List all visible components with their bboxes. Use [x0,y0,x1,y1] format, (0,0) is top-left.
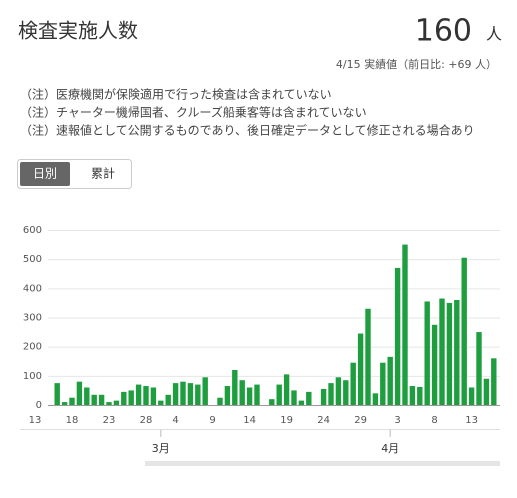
y-tick-label: 200 [23,342,42,353]
bar [195,384,201,405]
bar [402,244,408,405]
bar [350,362,356,405]
bar [387,356,393,405]
bar [306,391,312,405]
bar [187,383,194,405]
bar [431,324,438,405]
bar [91,394,97,405]
note: （注）速報値として公開するものであり、後日確定データとして修正される場合あり [20,123,475,138]
bar [380,362,386,405]
y-tick-label: 300 [23,313,42,324]
bar [180,381,186,405]
note: （注）チャーター機帰国者、クルーズ船乗客等は含まれていない [20,105,367,120]
bar [372,393,379,405]
bar [254,384,260,405]
bar [298,400,305,405]
x-tick-label: 13 [465,415,478,426]
tab-active[interactable] [20,162,70,186]
x-tick-label: 8 [431,415,437,426]
bar [476,332,482,405]
bar [172,383,179,405]
title: 検査実施人数 [18,19,138,43]
x-tick-label: 9 [209,415,215,426]
note: （注）医療機関が保険適用で行った検査は含まれていない [20,87,332,102]
bar [269,399,275,405]
bar [454,300,460,405]
bar [417,386,423,405]
month-label: 4月 [381,442,399,455]
x-tick-label: 19 [280,415,293,426]
bar [165,394,171,405]
bar [84,387,90,405]
bar [106,402,112,405]
x-tick-label: 24 [317,415,330,426]
bar [158,400,164,405]
bar [468,387,475,405]
bar [76,381,83,405]
bar [276,384,282,405]
bar [246,387,253,405]
x-tick-label: 14 [243,415,256,426]
bar [217,397,223,405]
bar [150,387,157,405]
bar [239,380,245,405]
bar [439,298,445,405]
x-tick-label: 13 [29,415,42,426]
bar [394,267,401,405]
bar [424,301,430,405]
y-tick-label: 500 [23,254,42,265]
bar [365,308,371,405]
bar [491,358,497,405]
month-label: 3月 [152,442,170,455]
bar [461,257,467,405]
bar [357,333,364,405]
bar [143,386,149,405]
bar [283,374,290,405]
bar [69,397,75,405]
bar [409,386,416,405]
bar [121,391,127,405]
y-tick-label: 400 [23,283,42,294]
x-tick-label: 18 [66,415,79,426]
bar [483,378,490,405]
x-tick-label: 23 [103,415,116,426]
bar [335,377,342,405]
tab[interactable]: 日別 [33,167,57,181]
bar [98,394,105,405]
headline-value: 160 [415,14,472,49]
x-tick-label: 4 [172,415,178,426]
bar [291,390,297,405]
y-tick-label: 0 [36,400,42,411]
bar [54,383,60,405]
bar [224,386,231,405]
bar [343,380,349,405]
y-tick-label: 600 [23,225,42,236]
bar [113,400,120,405]
x-tick-label: 3 [394,415,400,426]
tab[interactable]: 累計 [91,166,115,181]
bar [320,388,327,405]
y-tick-label: 100 [23,371,42,382]
scrollbar[interactable] [145,461,500,466]
bar [232,370,238,405]
bar [128,390,134,405]
bar [328,383,334,405]
bar [446,302,453,405]
subtitle: 4/15 実績値（前日比: +69 人） [336,57,497,71]
bar [61,402,68,405]
bar [202,377,208,405]
x-tick-label: 28 [140,415,153,426]
x-tick-label: 29 [354,415,367,426]
bar [135,384,142,405]
headline-unit: 人 [486,25,502,44]
